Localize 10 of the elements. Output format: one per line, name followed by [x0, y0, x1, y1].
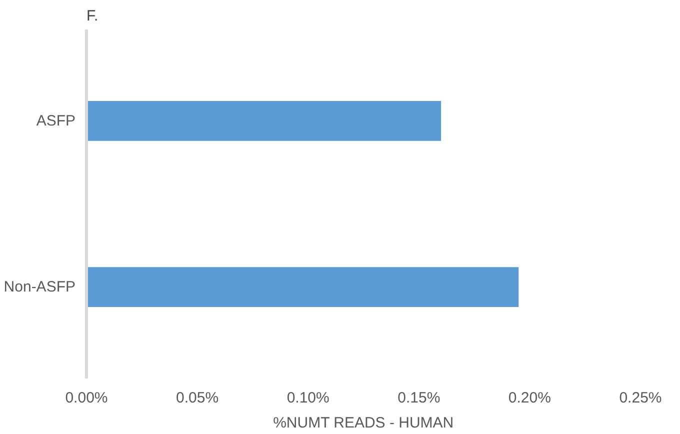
x-axis-title: %NUMT READS - HUMAN [273, 414, 454, 432]
x-tick-label: 0.00% [65, 390, 108, 406]
y-tick-label: ASFP [36, 112, 76, 130]
x-tick-label: 0.10% [286, 390, 330, 406]
x-tick-label: 0.25% [619, 390, 662, 406]
x-tick-label: 0.15% [398, 390, 440, 406]
x-tick-label: 0.05% [176, 390, 219, 406]
x-tick-label: 0.20% [508, 390, 551, 406]
chart-title: F. [86, 8, 98, 24]
y-tick-label: Non-ASFP [4, 278, 76, 296]
